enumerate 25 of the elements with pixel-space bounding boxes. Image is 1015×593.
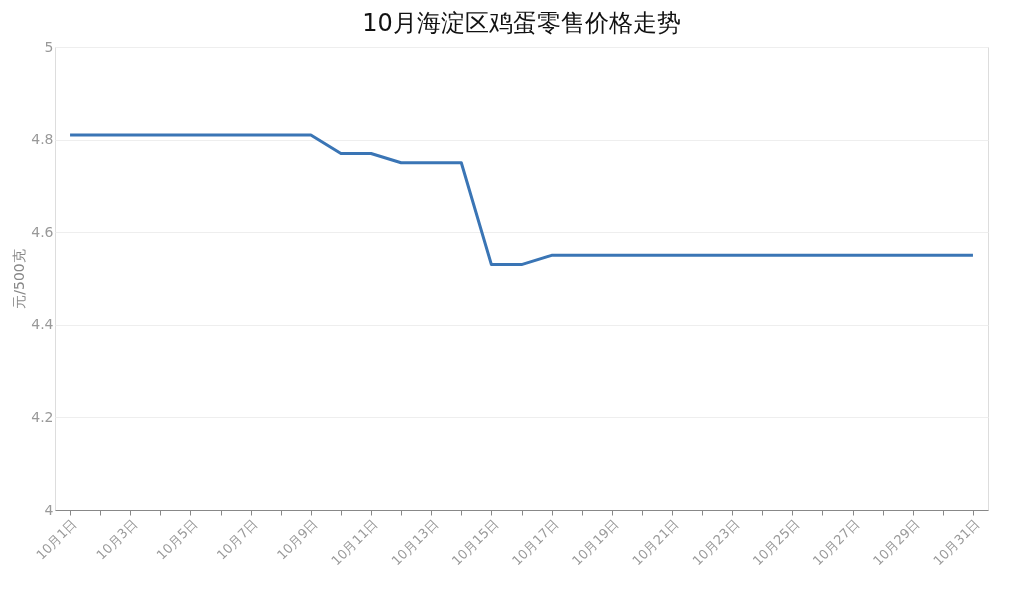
line-series — [68, 133, 975, 267]
x-tick-label: 10月7日 — [213, 516, 261, 563]
x-tick-label: 10月31日 — [930, 516, 983, 569]
x-tick-label: 10月13日 — [388, 516, 441, 569]
x-tick-label: 10月17日 — [508, 516, 562, 569]
y-tick-label: 4.2 — [31, 408, 54, 425]
x-tick-label: 10月23日 — [689, 516, 742, 569]
x-tick-label: 10月29日 — [870, 516, 923, 569]
y-axis-title: 元/500克 — [11, 249, 28, 309]
x-tick-label: 10月1日 — [33, 516, 80, 563]
chart-title: 10月海淀区鸡蛋零售价格走势 — [362, 9, 681, 37]
y-tick-label: 4.8 — [31, 131, 54, 148]
x-tick-label: 10月9日 — [273, 516, 321, 563]
y-tick-label: 4.4 — [31, 316, 54, 333]
x-tick-label: 10月15日 — [448, 516, 502, 569]
x-tick-label: 10月25日 — [749, 516, 803, 569]
x-tick-label: 10月21日 — [629, 516, 682, 569]
x-tick-label: 10月3日 — [93, 516, 140, 563]
y-tick-label: 4.6 — [31, 223, 54, 240]
y-tick-label: 5 — [44, 38, 54, 55]
x-tick-label: 10月11日 — [328, 516, 381, 569]
x-tick-label: 10月5日 — [153, 516, 201, 563]
x-tick-label: 10月19日 — [569, 516, 622, 569]
y-tick-label: 4 — [44, 501, 54, 518]
x-tick-label: 10月27日 — [809, 516, 863, 569]
